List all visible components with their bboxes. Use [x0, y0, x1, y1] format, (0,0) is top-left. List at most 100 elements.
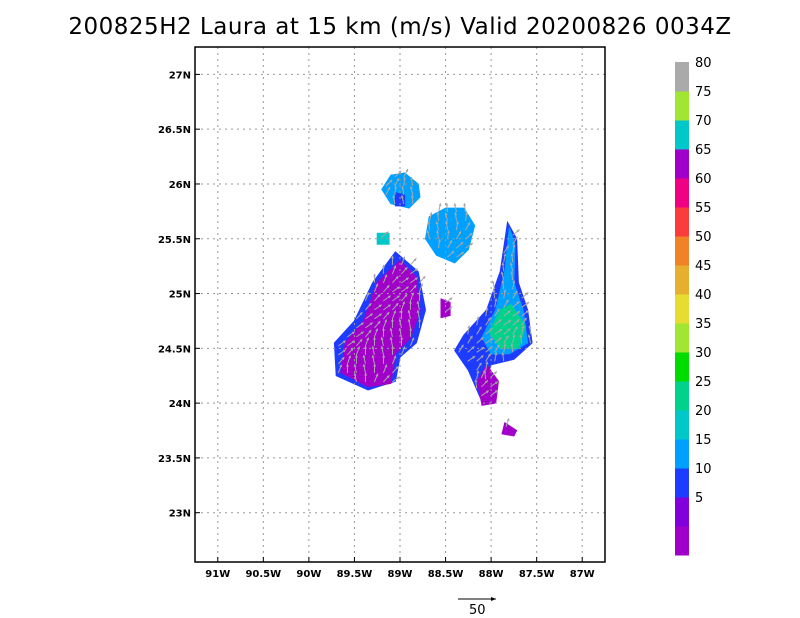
colorbar-segment — [675, 91, 689, 121]
wind-vector-head — [378, 304, 382, 308]
colorbar: 5 10 15 20 25 30 35 40 45 50 55 60 65 70 75 80 — [675, 56, 712, 556]
wind-vector-head — [422, 276, 426, 279]
wind-vector-head — [445, 221, 449, 224]
wind-vector-head — [402, 301, 406, 305]
colorbar-segment — [675, 62, 689, 92]
wind-vector-head — [410, 195, 414, 198]
wind-vector-head — [399, 309, 403, 313]
wind-vector-head — [485, 390, 489, 394]
wind-vector-head — [512, 244, 516, 248]
wind-vector-head — [516, 301, 520, 305]
wind-vector-head — [482, 369, 486, 373]
wind-vector-head — [409, 186, 413, 190]
wind-vector-head — [395, 276, 399, 280]
x-tick-label: 90W — [296, 569, 321, 580]
wind-vector-head — [391, 255, 395, 259]
wind-vector-head — [341, 357, 345, 360]
wind-vector-head — [445, 203, 449, 206]
wind-vector-head — [416, 310, 420, 313]
wind-vector-head — [371, 346, 375, 349]
wind-vector-head — [364, 372, 368, 376]
wind-vector-head — [404, 294, 408, 297]
wind-vector-head — [366, 292, 370, 296]
wind-vector-head — [427, 221, 431, 224]
wind-vector-head — [377, 321, 381, 324]
wind-vector-head — [345, 363, 349, 367]
wind-vector-head — [474, 379, 478, 383]
y-tick-label: 26.5N — [158, 125, 191, 136]
colorbar-segment — [675, 294, 689, 324]
y-tick-label: 27N — [169, 70, 191, 81]
wind-vector-head — [375, 283, 379, 287]
y-tick-label: 24.5N — [158, 344, 191, 355]
wind-vector-head — [413, 258, 417, 262]
wind-vector-head — [373, 273, 377, 277]
wind-vector-head — [411, 337, 415, 341]
wind-vector-head — [446, 230, 450, 233]
wind-vector-head — [451, 251, 455, 254]
wind-vector-head — [378, 313, 382, 317]
wind-vector-head — [384, 364, 388, 368]
x-tick-label: 88W — [479, 569, 504, 580]
wind-vector-head — [514, 236, 518, 240]
wind-vector-head — [360, 331, 364, 335]
colorbar-label: 80 — [695, 56, 712, 71]
wind-vector-head — [469, 233, 473, 236]
wind-vector-head — [494, 298, 498, 302]
wind-vector-head — [496, 344, 500, 348]
wind-vector-head — [387, 304, 391, 308]
wind-vector-head — [505, 299, 509, 303]
wind-vector-head — [444, 212, 448, 216]
y-tick-label: 26N — [169, 180, 191, 191]
wind-vector-head — [498, 337, 502, 341]
wind-vector-head — [409, 327, 413, 331]
wind-vector-head — [498, 319, 502, 323]
wind-vector-head — [375, 328, 379, 332]
wind-vector-head — [510, 253, 514, 257]
x-tick-label: 90.5W — [245, 569, 281, 580]
colorbar-label: 5 — [695, 491, 703, 506]
wind-region-far-south-feature — [501, 421, 518, 437]
wind-vector-head — [375, 373, 379, 377]
wind-vector-head — [519, 334, 523, 338]
wind-vector-head — [400, 336, 404, 340]
wind-vectors — [337, 168, 532, 427]
wind-vector-head — [496, 308, 500, 312]
wind-vector-head — [437, 239, 441, 242]
colorbar-label: 50 — [695, 230, 712, 245]
reference-vector-label: 50 — [469, 603, 486, 618]
wind-vector-head — [464, 212, 468, 215]
wind-vector-head — [510, 343, 514, 347]
wind-vector-head — [398, 319, 402, 322]
wind-vector-head — [405, 169, 409, 172]
colorbar-segment — [675, 236, 689, 266]
wind-vector-head — [402, 346, 406, 350]
wind-vector-head — [342, 349, 346, 353]
wind-vector-head — [501, 352, 505, 356]
wind-vector-head — [387, 187, 391, 190]
wind-vector-head — [507, 328, 511, 332]
wind-vector-head — [507, 310, 511, 314]
wind-vector-head — [478, 326, 482, 330]
colorbar-label: 25 — [695, 375, 712, 390]
colorbar-label: 70 — [695, 114, 712, 129]
wind-vector-head — [478, 362, 482, 366]
wind-vector-head — [517, 311, 521, 314]
wind-vector-head — [386, 312, 390, 315]
wind-vector-head — [360, 322, 364, 326]
wind-vector-head — [377, 294, 381, 298]
colorbar-segment — [675, 497, 689, 527]
wind-vector-head — [393, 310, 397, 314]
wind-vector-head — [501, 262, 505, 266]
wind-vector-head — [385, 231, 389, 235]
wind-vector-head — [396, 295, 400, 299]
wind-vector-head — [512, 334, 516, 338]
wind-vector-head — [416, 301, 420, 304]
wind-vector-head — [512, 280, 516, 284]
wind-vector-head — [449, 240, 452, 244]
wind-vector-head — [527, 334, 531, 338]
wind-vector-head — [469, 243, 473, 246]
colorbar-label: 45 — [695, 259, 712, 274]
wind-vector-head — [494, 390, 498, 393]
wind-vector-head — [480, 337, 484, 341]
